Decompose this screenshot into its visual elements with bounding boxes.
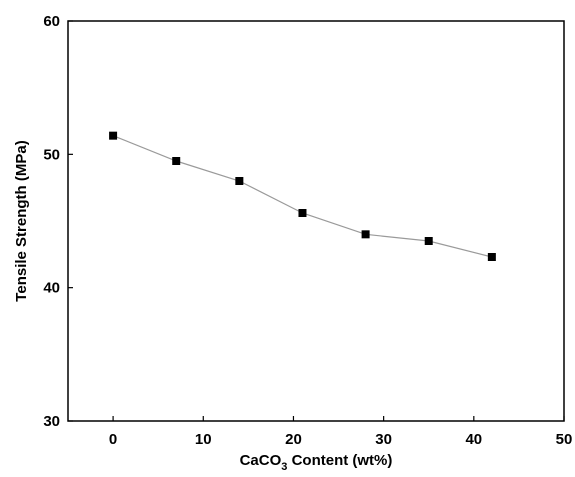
data-point-marker [172,157,181,165]
x-tick-label: 40 [465,431,482,448]
data-point-marker [361,230,370,239]
x-tick-label: 30 [375,431,392,448]
y-tick-label: 50 [43,146,60,163]
plot-frame [67,20,565,422]
series-line [112,135,493,258]
y-tick-label: 40 [43,280,60,297]
x-tick-label: 10 [195,431,212,448]
x-tick-label: 20 [285,431,302,448]
x-axis-title-subscript: 3 [281,461,287,473]
x-tick-label: 0 [109,431,117,448]
x-axis-title-suffix: Content (wt%) [287,452,392,469]
y-tick-label: 30 [43,413,60,430]
x-tick-label: 50 [556,431,573,448]
data-point-marker [235,177,244,185]
axis-ticks: 0 10 20 30 40 50 30 40 50 60 [43,13,572,448]
y-tick-label: 60 [43,13,60,30]
x-axis-title: CaCO3 Content (wt%) [240,452,393,473]
data-point-marker [298,209,307,217]
y-axis-title: Tensile Strength (MPa) [13,140,30,301]
x-axis-title-prefix: CaCO [240,452,282,469]
data-point-marker [487,253,496,261]
data-point-marker [424,237,433,245]
series-layer [109,131,496,261]
data-point-marker [109,131,118,140]
